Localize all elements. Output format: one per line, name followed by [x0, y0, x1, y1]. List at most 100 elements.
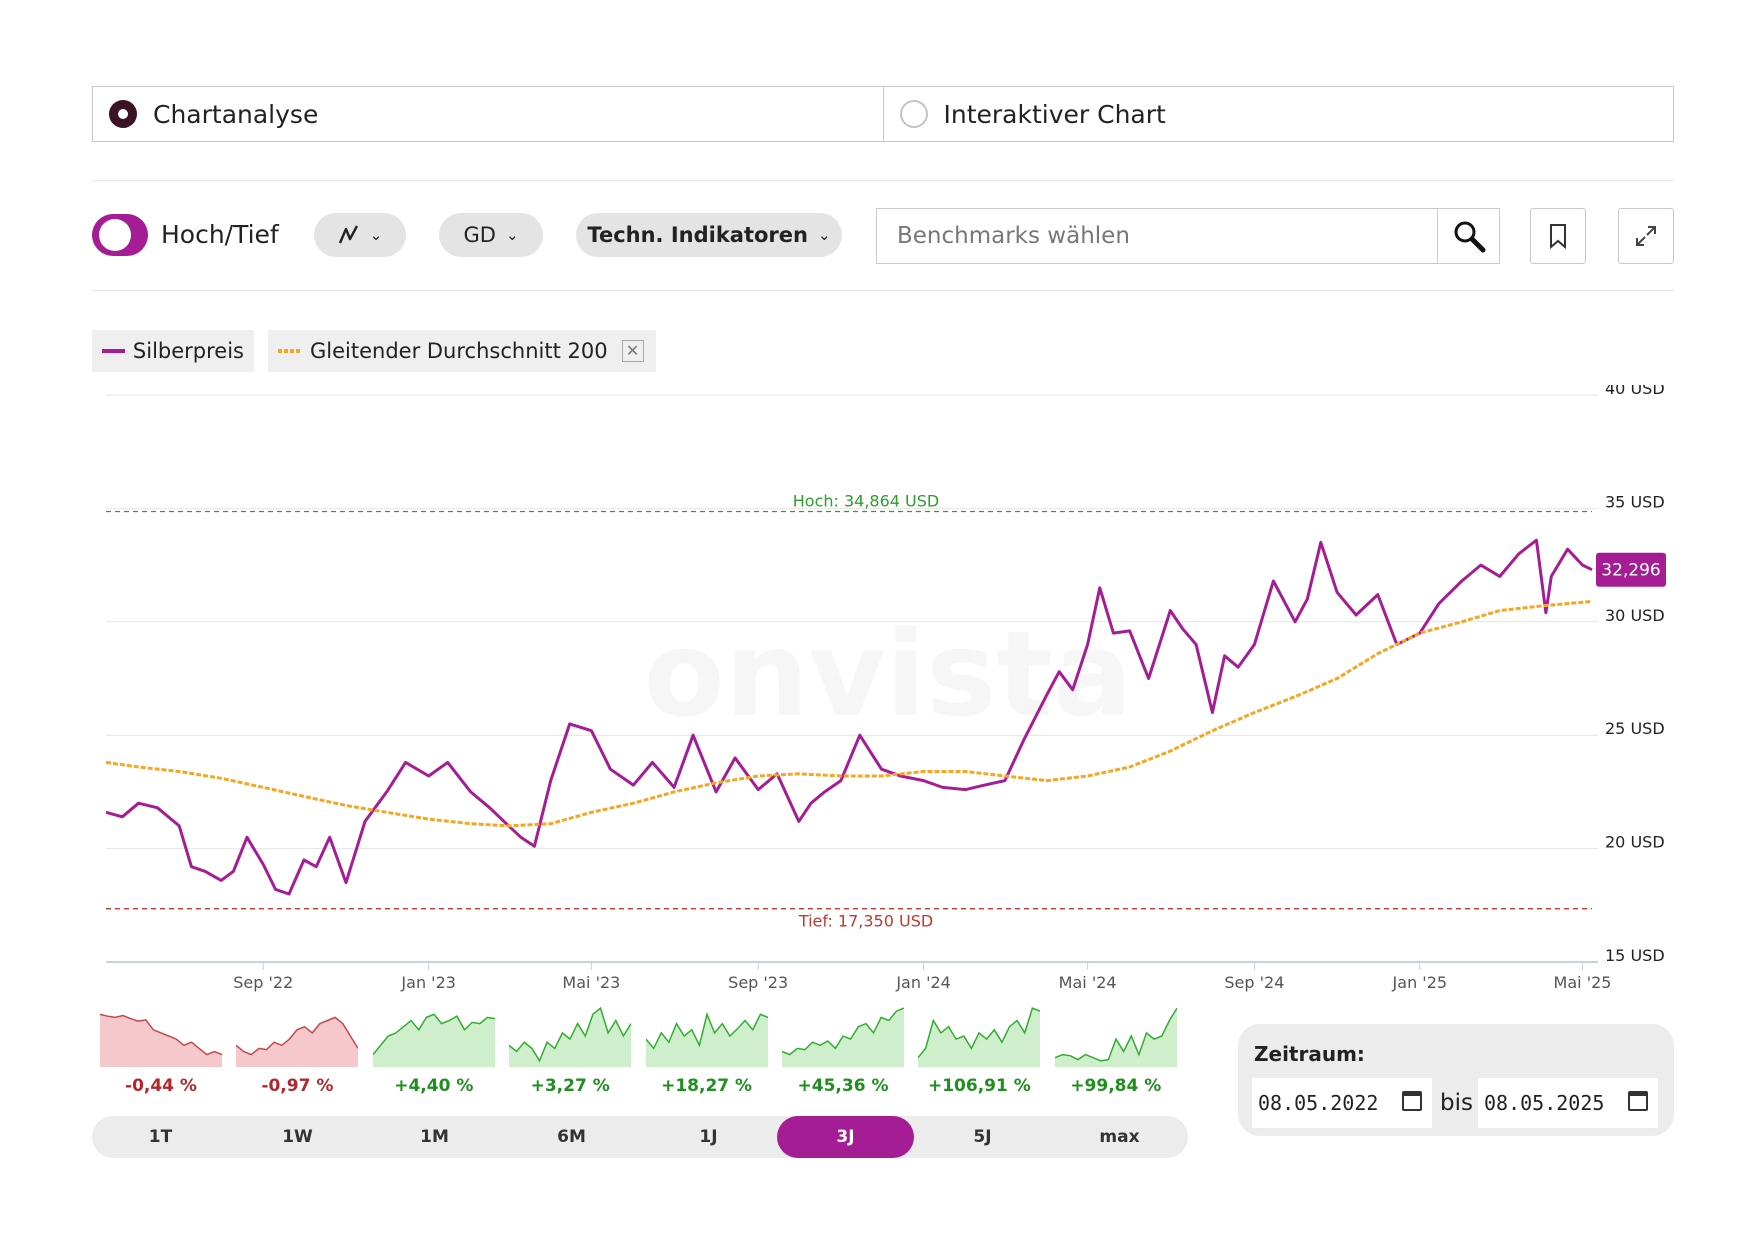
last-price-label: 32,296 [1601, 561, 1660, 581]
legend-label: Gleitender Durchschnitt 200 [310, 339, 608, 363]
legend-item-gd200: Gleitender Durchschnitt 200 ✕ [268, 330, 656, 372]
y-tick-label: 30 USD [1605, 606, 1665, 625]
y-tick-label: 40 USD [1605, 385, 1665, 398]
legend-swatch [278, 349, 302, 353]
period-change-label: +45,36 % [797, 1076, 889, 1096]
expand-icon [1636, 226, 1656, 246]
high-reference-label: Hoch: 34,864 USD [793, 491, 940, 510]
x-tick-label: Sep '24 [1224, 973, 1284, 992]
period-button-5j[interactable]: 5J [973, 1127, 992, 1147]
x-tick-label: Jan '23 [400, 973, 456, 992]
date-range-separator: bis [1440, 1090, 1473, 1116]
chart-type-dropdown[interactable]: ⌄ [314, 213, 406, 257]
period-tile[interactable]: -0,97 % [235, 1003, 360, 1101]
radio-selected-icon[interactable] [109, 100, 137, 128]
date-to-input[interactable]: 08.05.2025 [1478, 1078, 1658, 1128]
sparkline [99, 1013, 223, 1067]
date-range-panel: Zeitraum: 08.05.2022 bis 08.05.2025 [1238, 1024, 1674, 1136]
chevron-down-icon: ⌄ [505, 226, 519, 244]
x-tick-label: Mai '23 [562, 973, 620, 992]
benchmark-search-input[interactable] [877, 209, 1437, 263]
y-tick-label: 35 USD [1605, 492, 1665, 511]
sparkline [917, 1007, 1041, 1067]
search-button[interactable] [1437, 209, 1499, 263]
y-tick-label: 25 USD [1605, 719, 1665, 738]
x-tick-label: Jan '25 [1392, 973, 1448, 992]
x-tick-label: Jan '24 [895, 973, 951, 992]
divider [92, 290, 1674, 291]
x-tick-label: Sep '22 [233, 973, 293, 992]
chart-mode-selector: Chartanalyse Interaktiver Chart [92, 86, 1674, 142]
sparkline [1054, 1007, 1178, 1067]
chevron-down-icon: ⌄ [369, 226, 383, 244]
moving-average-200-line [105, 599, 1593, 828]
period-change-label: +106,91 % [927, 1076, 1031, 1096]
high-low-toggle[interactable] [92, 214, 148, 256]
technical-indicators-label: Techn. Indikatoren [587, 223, 808, 247]
calendar-icon[interactable] [1402, 1091, 1422, 1111]
period-button-1m[interactable]: 1M [420, 1127, 449, 1147]
sparkline-line [99, 1013, 223, 1056]
fullscreen-button[interactable] [1618, 208, 1674, 264]
sparkline [508, 1006, 632, 1067]
radio-unselected-icon[interactable] [899, 100, 928, 128]
period-tile[interactable]: +3,27 % [508, 1003, 632, 1101]
period-tile[interactable]: +45,36 % [781, 1003, 905, 1101]
sparkline-line [645, 1011, 768, 1050]
gd-dropdown-label: GD [463, 223, 496, 247]
mode-option-chartanalyse[interactable]: Chartanalyse [93, 87, 883, 141]
y-tick-label: 20 USD [1605, 833, 1665, 852]
technical-indicators-dropdown[interactable]: Techn. Indikatoren ⌄ [576, 213, 842, 257]
sparkline-area [236, 1017, 359, 1067]
period-change-label: -0,97 % [261, 1076, 334, 1096]
period-change-label: -0,44 % [125, 1076, 197, 1096]
line-chart-icon [338, 225, 358, 244]
period-button-1j[interactable]: 1J [699, 1127, 718, 1147]
period-button-6m[interactable]: 6M [557, 1127, 586, 1147]
mode-option-interaktiver-chart[interactable]: Interaktiver Chart [882, 87, 1674, 141]
bookmark-button[interactable] [1530, 208, 1586, 264]
sparkline-area [100, 1014, 222, 1067]
mode-option-label: Interaktiver Chart [943, 99, 1166, 129]
period-change-label: +99,84 % [1070, 1076, 1162, 1096]
period-button-max[interactable]: max [1099, 1127, 1140, 1147]
sparkline [645, 1011, 768, 1067]
period-change-label: +3,27 % [530, 1076, 610, 1096]
sparkline-line [372, 1013, 495, 1056]
sparkline-area [645, 1014, 768, 1067]
period-tile[interactable]: +99,84 % [1054, 1003, 1178, 1101]
x-tick-label: Mai '25 [1554, 973, 1612, 992]
period-selector: 1T 1W 1M 6M 1J 3J 5J max [92, 1116, 1188, 1158]
legend-swatch [102, 349, 125, 353]
sparkline-line [235, 1016, 360, 1056]
legend-label: Silberpreis [132, 339, 244, 363]
silberpreis-line [105, 538, 1593, 896]
date-from-input[interactable]: 08.05.2022 [1252, 1078, 1432, 1128]
sparkline-area [782, 1008, 904, 1067]
period-tile[interactable]: +106,91 % [917, 1003, 1041, 1101]
mode-option-label: Chartanalyse [153, 99, 319, 129]
x-tick-label: Sep '23 [728, 973, 788, 992]
period-button-1t[interactable]: 1T [148, 1127, 173, 1147]
high-low-toggle-label: Hoch/Tief [161, 220, 279, 249]
benchmark-search [876, 208, 1500, 264]
calendar-icon[interactable] [1628, 1091, 1648, 1111]
period-tile[interactable]: +18,27 % [645, 1003, 768, 1101]
period-button-1w[interactable]: 1W [282, 1127, 313, 1147]
x-tick-label: Mai '24 [1059, 973, 1117, 992]
sparkline-line [508, 1006, 632, 1063]
period-tile[interactable]: -0,44 % [99, 1003, 223, 1101]
period-change-label: +18,27 % [661, 1076, 753, 1096]
y-tick-label: 15 USD [1605, 946, 1665, 965]
period-tile[interactable]: +4,40 % [372, 1003, 495, 1101]
date-from-value: 08.05.2022 [1258, 1091, 1379, 1115]
period-button-3j[interactable]: 3J [777, 1116, 914, 1158]
sparkline [372, 1013, 495, 1067]
sparkline-area [372, 1014, 495, 1067]
low-reference-label: Tief: 17,350 USD [798, 912, 933, 931]
gd-dropdown[interactable]: GD ⌄ [439, 213, 543, 257]
sparkline-line [781, 1007, 905, 1056]
sparkline-area [1054, 1008, 1177, 1067]
remove-indicator-close-icon[interactable]: ✕ [621, 340, 644, 362]
